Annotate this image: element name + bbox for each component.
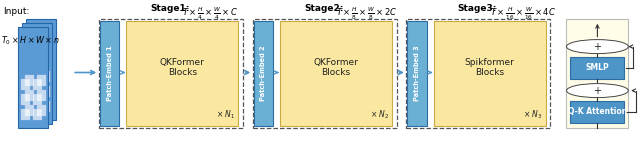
FancyBboxPatch shape <box>21 94 30 105</box>
Text: Patch-Embed 3: Patch-Embed 3 <box>414 45 420 101</box>
FancyBboxPatch shape <box>18 27 48 128</box>
FancyBboxPatch shape <box>25 75 34 86</box>
FancyBboxPatch shape <box>25 105 34 116</box>
Text: QKFormer
Blocks: QKFormer Blocks <box>314 58 358 77</box>
Text: $\times\ N_2$: $\times\ N_2$ <box>369 108 389 121</box>
Text: QKFormer
Blocks: QKFormer Blocks <box>160 58 205 77</box>
FancyBboxPatch shape <box>41 101 50 112</box>
FancyBboxPatch shape <box>33 79 42 90</box>
FancyBboxPatch shape <box>280 21 392 126</box>
Text: $T\times\frac{H}{4}\times\frac{W}{4}\times C$: $T\times\frac{H}{4}\times\frac{W}{4}\tim… <box>182 6 239 22</box>
FancyBboxPatch shape <box>33 109 42 120</box>
Text: Input:: Input: <box>3 7 29 16</box>
FancyBboxPatch shape <box>29 86 38 97</box>
FancyBboxPatch shape <box>566 19 628 128</box>
FancyBboxPatch shape <box>37 75 46 86</box>
FancyBboxPatch shape <box>41 71 50 82</box>
FancyBboxPatch shape <box>41 86 50 97</box>
FancyBboxPatch shape <box>434 21 545 126</box>
FancyBboxPatch shape <box>100 21 120 126</box>
FancyBboxPatch shape <box>570 101 625 123</box>
Text: $\times\ N_1$: $\times\ N_1$ <box>216 108 236 121</box>
FancyBboxPatch shape <box>127 21 238 126</box>
Text: SMLP: SMLP <box>586 63 609 72</box>
Circle shape <box>566 40 628 54</box>
Text: Spikformer
Blocks: Spikformer Blocks <box>465 58 515 77</box>
FancyBboxPatch shape <box>37 90 46 101</box>
FancyBboxPatch shape <box>22 23 52 124</box>
Text: Stage1:: Stage1: <box>150 4 190 13</box>
Circle shape <box>566 84 628 98</box>
Text: $T\times\frac{H}{8}\times\frac{W}{8}\times 2C$: $T\times\frac{H}{8}\times\frac{W}{8}\tim… <box>336 6 397 22</box>
FancyBboxPatch shape <box>29 101 38 112</box>
FancyBboxPatch shape <box>26 19 56 120</box>
FancyBboxPatch shape <box>33 94 42 105</box>
Text: Patch-Embed 2: Patch-Embed 2 <box>260 45 266 101</box>
FancyBboxPatch shape <box>29 71 38 82</box>
Text: Patch-Embed 1: Patch-Embed 1 <box>107 45 113 101</box>
FancyBboxPatch shape <box>25 90 34 101</box>
Text: $T\times\frac{H}{16}\times\frac{W}{16}\times 4C$: $T\times\frac{H}{16}\times\frac{W}{16}\t… <box>490 6 556 22</box>
FancyBboxPatch shape <box>570 57 625 79</box>
Text: +: + <box>593 86 602 96</box>
Text: Stage3:: Stage3: <box>458 4 497 13</box>
FancyBboxPatch shape <box>21 109 30 120</box>
FancyBboxPatch shape <box>37 105 46 116</box>
FancyBboxPatch shape <box>21 79 30 90</box>
Text: Q-K Attention: Q-K Attention <box>568 107 627 116</box>
FancyBboxPatch shape <box>254 21 273 126</box>
Text: +: + <box>593 42 602 52</box>
FancyBboxPatch shape <box>408 21 427 126</box>
Text: $T_0\times H\times W\times n$: $T_0\times H\times W\times n$ <box>1 35 60 47</box>
Text: Stage2:: Stage2: <box>304 4 344 13</box>
Text: $\times\ N_3$: $\times\ N_3$ <box>523 108 543 121</box>
